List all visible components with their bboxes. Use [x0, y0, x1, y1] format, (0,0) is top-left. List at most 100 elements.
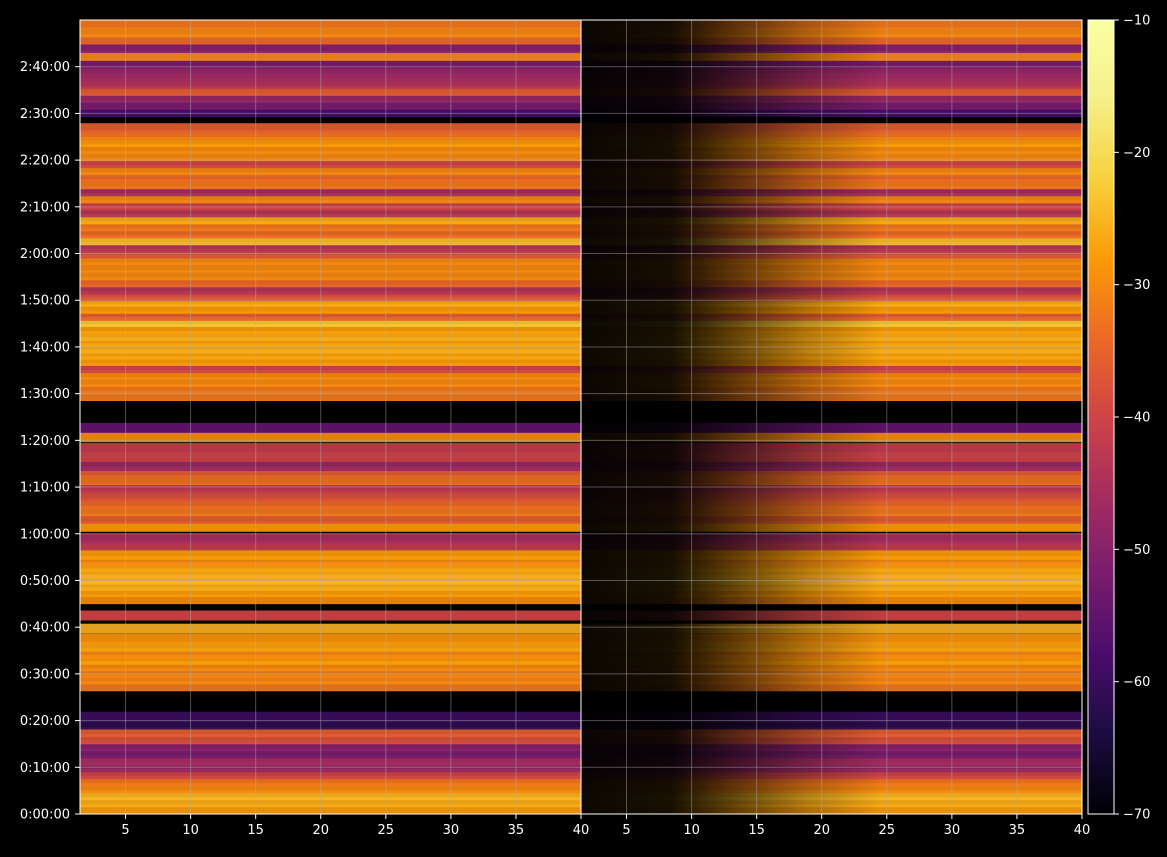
- heatmap-band: [80, 370, 581, 380]
- heatmap-band: [80, 776, 581, 787]
- heatmap-band: [80, 623, 581, 634]
- heatmap-band: [80, 533, 581, 544]
- heatmap-band: [80, 78, 581, 89]
- heatmap-band: [80, 556, 581, 566]
- heatmap-band: [80, 356, 581, 366]
- heatmap-band: [80, 99, 581, 110]
- heatmap-band: [80, 475, 581, 486]
- heatmap-band: [80, 303, 581, 314]
- x-tick-label: 10: [182, 823, 199, 838]
- heatmap-band: [80, 727, 581, 738]
- heatmap-band: [80, 587, 581, 598]
- heatmap-band: [80, 443, 581, 454]
- heatmap-band: [80, 193, 581, 204]
- y-tick-label: 1:10:00: [20, 481, 70, 496]
- heatmap-band: [80, 228, 581, 239]
- heatmap-band: [80, 491, 581, 502]
- x-tick-label: 35: [508, 823, 525, 838]
- heatmap-band: [80, 137, 581, 148]
- heatmap-band: [80, 521, 581, 532]
- y-tick-label: 1:30:00: [20, 387, 70, 402]
- heatmap-band: [80, 804, 581, 814]
- heatmap-band: [80, 242, 581, 253]
- y-tick-label: 2:20:00: [20, 154, 70, 169]
- heatmap-band: [80, 681, 581, 692]
- y-tick-label: 2:00:00: [20, 247, 70, 262]
- heatmap-band: [80, 50, 581, 61]
- colorbar-tick-label: −60: [1123, 675, 1150, 690]
- heatmap-band: [80, 317, 581, 327]
- x-tick-label: 5: [622, 823, 630, 838]
- heatmap-band: [80, 654, 581, 665]
- x-tick-label: 35: [1009, 823, 1026, 838]
- heatmap-band: [80, 20, 581, 30]
- heatmap-band: [80, 66, 581, 77]
- x-tick-label: 40: [573, 823, 590, 838]
- heatmap-band: [80, 633, 581, 644]
- x-tick-label: 10: [683, 823, 700, 838]
- colorbar: −70 −60 −50 −40 −30 −20 −10: [1087, 14, 1150, 823]
- y-tick-label: 0:10:00: [20, 761, 70, 776]
- heatmap-band: [80, 580, 581, 591]
- x-axis-left: 5 10 15 20 25 30 35 40: [121, 814, 589, 838]
- heatmap-band: [80, 130, 581, 141]
- heatmap-band: [80, 549, 581, 560]
- heatmap-band: [80, 783, 581, 794]
- heatmap-band: [80, 43, 581, 53]
- heatmap-band: [80, 58, 581, 69]
- y-tick-label: 2:40:00: [20, 60, 70, 75]
- heatmap-band: [80, 741, 581, 752]
- heatmap-band: [80, 165, 581, 176]
- x-tick-label: 30: [944, 823, 961, 838]
- heatmap-band: [80, 377, 581, 387]
- y-tick-label: 0:50:00: [20, 574, 70, 589]
- colorbar-gradient: [1087, 19, 1115, 815]
- x-tick-label: 20: [813, 823, 830, 838]
- colorbar-tick-label: −50: [1123, 543, 1150, 558]
- heatmap-band: [80, 123, 581, 134]
- heatmap-band: [80, 514, 581, 524]
- heatmap-band: [80, 432, 581, 443]
- x-tick-label: 5: [121, 823, 129, 838]
- heatmap-band: [80, 506, 581, 517]
- heatmap-band: [80, 790, 581, 801]
- right-panel: [581, 20, 1082, 814]
- right-panel-frame: [580, 19, 1083, 815]
- heatmap-band: [80, 200, 581, 211]
- heatmap-band: [80, 144, 581, 155]
- y-tick-label: 2:30:00: [20, 107, 70, 122]
- heatmap-band: [80, 85, 581, 96]
- heatmap-band: [80, 797, 581, 808]
- x-tick-label: 25: [378, 823, 395, 838]
- heatmap-band: [80, 719, 581, 730]
- heatmap-band: [80, 324, 581, 334]
- heatmap-band: [80, 483, 581, 494]
- heatmap-band: [80, 562, 581, 573]
- heatmap-band: [80, 422, 581, 433]
- y-tick-label: 1:40:00: [20, 340, 70, 355]
- heatmap-band: [80, 248, 581, 259]
- heatmap-band: [80, 384, 581, 394]
- heatmap-band: [80, 648, 581, 659]
- heatmap-band: [80, 451, 581, 462]
- heatmap-band: [80, 711, 581, 722]
- heatmap-band: [80, 748, 581, 759]
- heatmap-band: [80, 674, 581, 685]
- y-tick-label: 1:00:00: [20, 527, 70, 542]
- heatmap-band: [80, 291, 581, 302]
- heatmap-band: [80, 594, 581, 605]
- heatmap-band: [80, 262, 581, 273]
- heatmap-band: [80, 661, 581, 672]
- heatmap-band: [80, 277, 581, 288]
- x-tick-label: 25: [879, 823, 896, 838]
- heatmap-band: [80, 668, 581, 679]
- heatmap-band: [80, 179, 581, 190]
- y-tick-label: 1:20:00: [20, 434, 70, 449]
- left-panel: [80, 20, 581, 814]
- heatmap-band: [80, 92, 581, 103]
- heatmap-band: [80, 331, 581, 341]
- colorbar-tick-label: −30: [1123, 278, 1150, 293]
- colorbar-tick-label: −10: [1123, 14, 1150, 29]
